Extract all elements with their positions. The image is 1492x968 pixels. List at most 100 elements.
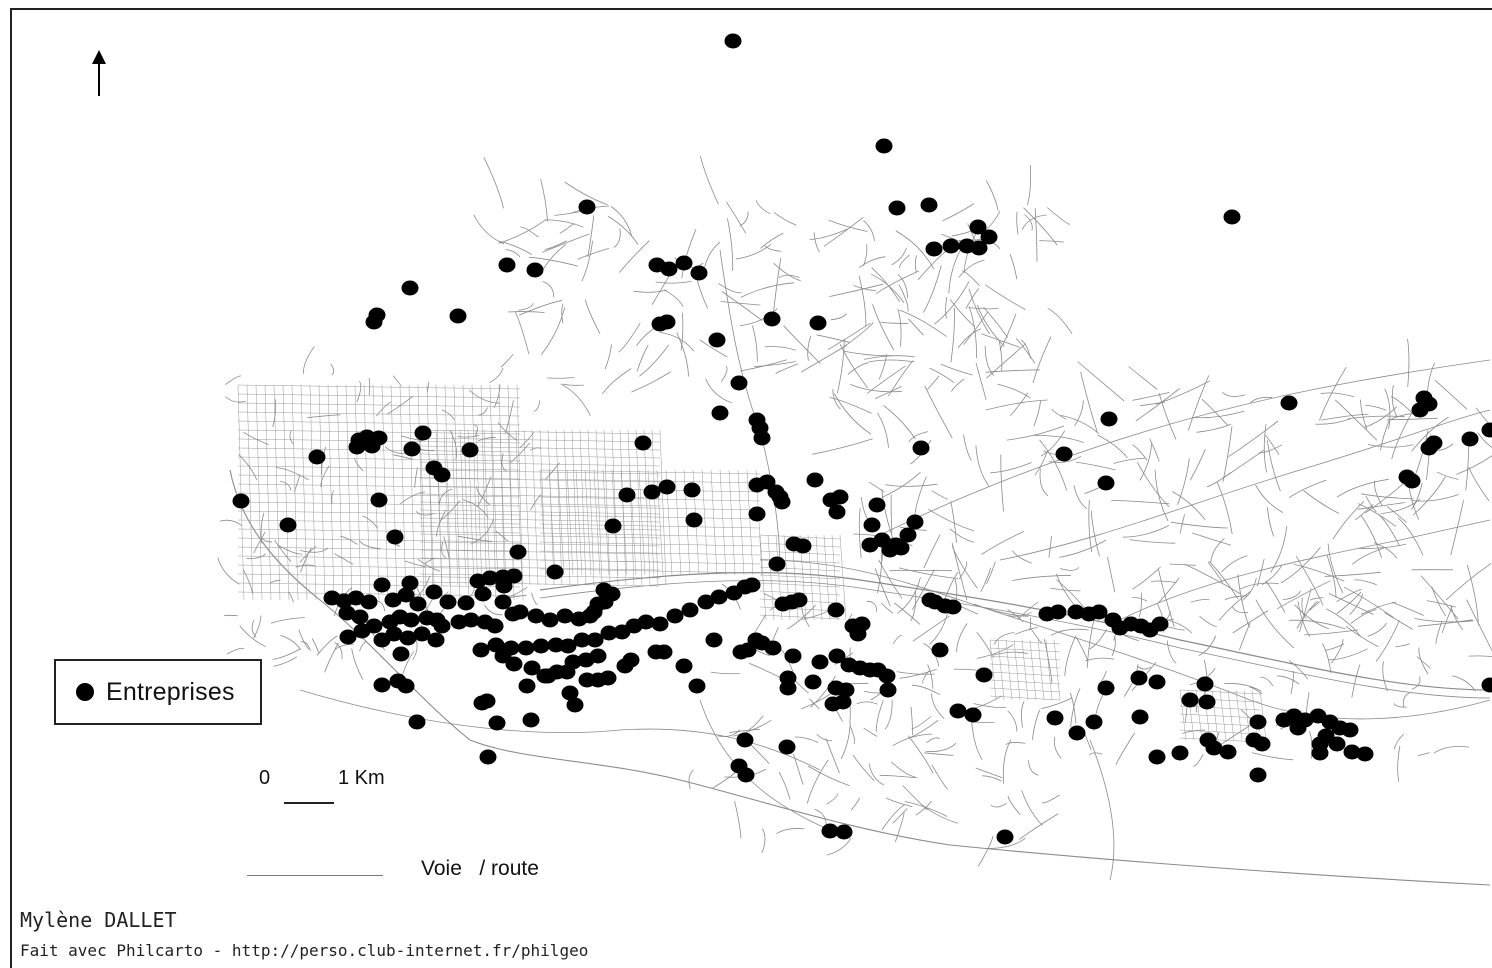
- road-line: [981, 568, 991, 592]
- road-line: [1140, 402, 1165, 406]
- road-line: [1019, 814, 1058, 840]
- road-line: [1132, 567, 1160, 589]
- road-line: [974, 722, 994, 723]
- road-line: [352, 649, 363, 680]
- road-line: [958, 329, 981, 348]
- road-line: [727, 218, 732, 271]
- road-line: [1365, 405, 1386, 410]
- road-line: [986, 562, 995, 584]
- road-line: [972, 722, 982, 760]
- road-line: [238, 421, 520, 425]
- road-line: [335, 643, 342, 660]
- road-line: [440, 501, 460, 521]
- road-line: [1415, 619, 1474, 622]
- enterprise-point: [676, 256, 693, 271]
- road-line: [879, 354, 887, 379]
- road-line: [1034, 401, 1041, 427]
- road-line: [319, 385, 325, 600]
- road-line: [1065, 637, 1075, 676]
- road-line: [545, 241, 567, 250]
- road-line: [540, 542, 760, 546]
- road-line: [420, 438, 660, 442]
- road-line: [602, 369, 631, 394]
- road-line: [1151, 581, 1177, 583]
- road-line: [1352, 665, 1360, 698]
- road-line: [976, 445, 989, 486]
- road-line: [977, 632, 994, 658]
- road-line: [478, 477, 491, 506]
- enterprise-point: [579, 200, 596, 215]
- road-line: [998, 640, 1004, 700]
- road-line: [1316, 419, 1351, 425]
- road-line: [1217, 482, 1232, 534]
- road-line: [1281, 547, 1321, 583]
- enterprise-point: [1357, 747, 1374, 762]
- road-line: [1033, 337, 1051, 383]
- enterprise-point: [1281, 396, 1298, 411]
- road-line: [1070, 693, 1076, 724]
- road-line: [519, 300, 562, 315]
- road-line: [1361, 516, 1381, 558]
- road-line: [280, 635, 300, 650]
- road-line: [946, 297, 947, 318]
- road-line: [859, 257, 885, 268]
- enterprise-point: [907, 515, 924, 530]
- road-line: [1233, 606, 1248, 613]
- road-line: [556, 430, 562, 585]
- road-line: [1358, 504, 1396, 527]
- enterprise-point: [1412, 403, 1429, 418]
- road-line: [891, 762, 915, 777]
- road-line: [373, 385, 379, 600]
- road-line: [871, 274, 904, 303]
- road-line: [227, 648, 244, 654]
- enterprise-point: [889, 201, 906, 216]
- road-line: [294, 475, 300, 492]
- road-line: [1304, 491, 1339, 514]
- enterprise-point: [600, 671, 617, 686]
- enterprise-point: [1098, 681, 1115, 696]
- road-line: [893, 734, 933, 746]
- road-line: [357, 381, 361, 402]
- road-line: [427, 382, 429, 393]
- road-line: [869, 482, 884, 492]
- road-line: [300, 690, 820, 770]
- enterprise-point: [997, 830, 1014, 845]
- road-line: [585, 300, 600, 334]
- road-line: [572, 430, 578, 585]
- road-line: [1304, 630, 1358, 635]
- road-line: [891, 495, 892, 534]
- road-line: [711, 470, 717, 575]
- road-line: [225, 397, 246, 403]
- road-line: [869, 763, 884, 785]
- road-line: [1089, 629, 1106, 649]
- road-line: [534, 400, 540, 411]
- road-line: [864, 356, 915, 360]
- road-line: [621, 470, 627, 575]
- road-line: [969, 289, 990, 334]
- road-line: [502, 454, 507, 472]
- road-line: [540, 479, 760, 483]
- road-line: [1167, 641, 1176, 664]
- road-line: [1408, 339, 1409, 387]
- road-line: [1054, 737, 1061, 759]
- enterprise-point: [712, 406, 729, 421]
- road-line: [1178, 458, 1190, 505]
- road-line: [382, 385, 388, 600]
- road-line: [1361, 602, 1396, 614]
- road-line: [1029, 760, 1039, 775]
- road-line: [360, 642, 366, 652]
- road-line: [508, 430, 514, 585]
- road-line: [986, 181, 998, 211]
- road-line: [729, 470, 735, 575]
- road-line: [307, 415, 340, 418]
- enterprise-point: [404, 442, 421, 457]
- road-line: [1398, 518, 1423, 555]
- road-line: [826, 738, 840, 773]
- road-line: [519, 303, 534, 310]
- road-line: [1233, 611, 1268, 633]
- road-line: [760, 583, 840, 587]
- road-line: [810, 229, 848, 240]
- road-line: [1451, 500, 1464, 555]
- road-line: [238, 385, 520, 389]
